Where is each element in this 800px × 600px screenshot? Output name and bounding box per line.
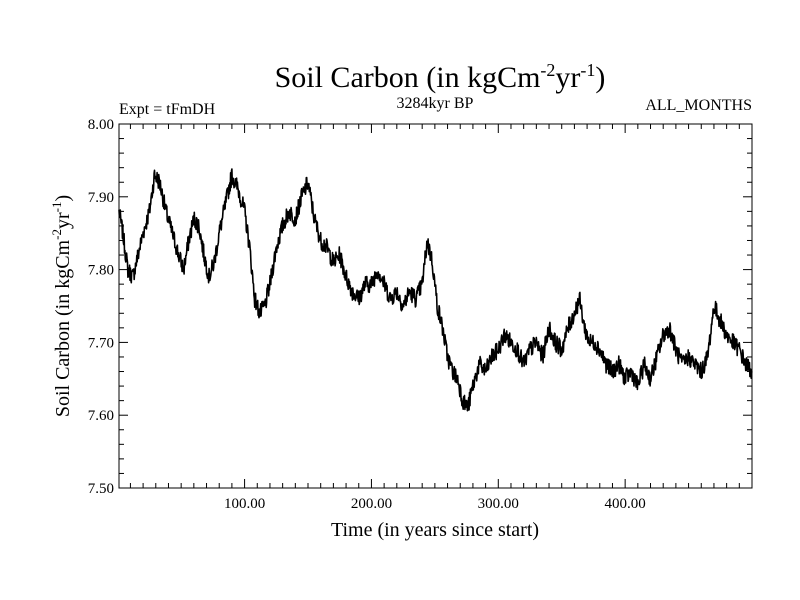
chart-title-sup1: -2 bbox=[540, 60, 555, 80]
x-tick-label: 300.00 bbox=[478, 496, 519, 512]
chart-title-main: Soil Carbon bbox=[275, 61, 419, 94]
series-layer bbox=[118, 168, 753, 412]
subtitle-experiment: Expt = tFmDH bbox=[119, 101, 216, 118]
x-axis-label: Time (in years since start) bbox=[331, 519, 539, 541]
y-axis-label-mid: yr bbox=[52, 212, 74, 229]
y-axis-label-units: (in kgCm bbox=[52, 239, 74, 316]
chart-title-mid: yr bbox=[555, 61, 580, 94]
subtitle-period: 3284kyr BP bbox=[397, 95, 474, 112]
y-axis-label-close: ) bbox=[52, 195, 74, 202]
x-axis: 100.00 200.00 300.00 400.00 bbox=[129, 124, 740, 512]
chart-title: Soil Carbon (in kgCm-2yr-1) bbox=[275, 60, 606, 94]
chart-title-units: (in kgCm bbox=[426, 61, 540, 94]
y-axis-label-sup1: -2 bbox=[49, 229, 64, 240]
series-line-soil-carbon bbox=[118, 168, 753, 412]
y-tick-label: 7.60 bbox=[88, 408, 114, 424]
x-tick-label: 200.00 bbox=[351, 496, 392, 512]
x-tick-label: 100.00 bbox=[224, 496, 265, 512]
y-axis-label: Soil Carbon (in kgCm-2yr-1) bbox=[49, 195, 74, 417]
y-axis-label-main: Soil Carbon bbox=[52, 321, 74, 417]
y-tick-label: 7.50 bbox=[88, 481, 114, 497]
plot-frame bbox=[118, 123, 753, 489]
y-axis: 7.50 7.60 7.70 7.80 7.90 8.00 bbox=[88, 117, 752, 497]
chart-title-close: ) bbox=[595, 61, 605, 94]
y-tick-label: 8.00 bbox=[88, 117, 114, 133]
x-tick-label: 400.00 bbox=[605, 496, 646, 512]
y-axis-label-sup2: -1 bbox=[49, 202, 64, 213]
y-tick-label: 7.70 bbox=[88, 335, 114, 351]
chart-title-sup2: -1 bbox=[580, 60, 595, 80]
subtitle-months: ALL_MONTHS bbox=[645, 97, 752, 114]
y-tick-label: 7.90 bbox=[88, 190, 114, 206]
y-tick-label: 7.80 bbox=[88, 263, 114, 279]
